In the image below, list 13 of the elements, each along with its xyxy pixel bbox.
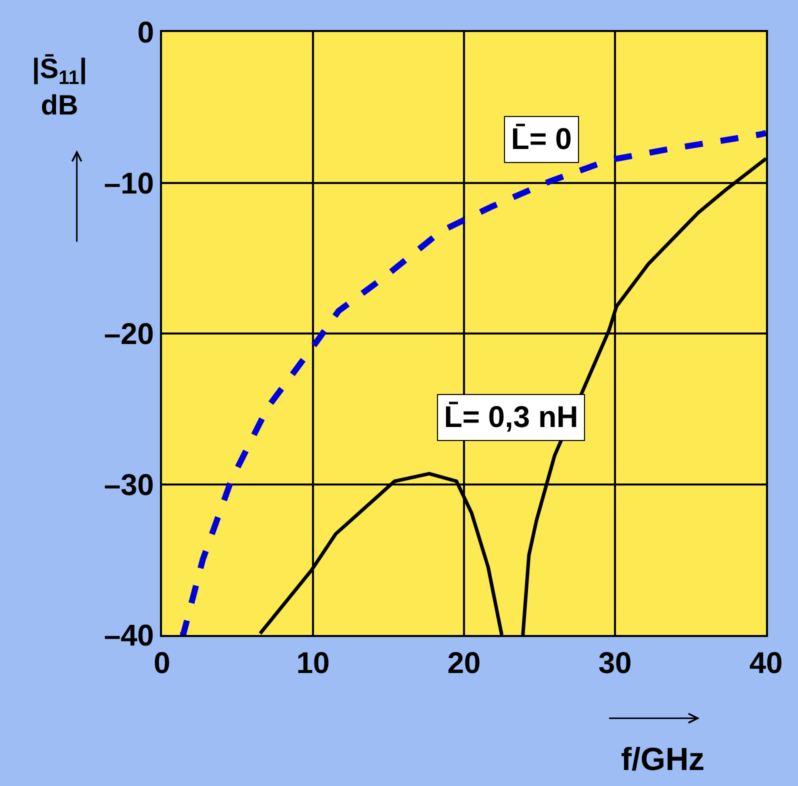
series-label: L̄= 0,3 nH (444, 401, 578, 434)
y-tick-label: –20 (104, 318, 154, 351)
x-tick-label: 20 (447, 647, 481, 680)
x-tick-label: 40 (749, 647, 783, 680)
y-tick-label: –10 (104, 167, 154, 200)
y-axis-title: |S̄$_{11}$| dB (32, 53, 88, 120)
y-tick-label: –40 (104, 620, 154, 652)
y-tick-label: 0 (137, 16, 154, 50)
series-label: L̄= 0 (511, 123, 572, 156)
x-tick-label: 30 (598, 647, 632, 680)
y-tick-label: –30 (104, 468, 154, 502)
x-tick-label: 10 (296, 647, 330, 680)
x-axis-title: f/GHz (621, 741, 705, 777)
